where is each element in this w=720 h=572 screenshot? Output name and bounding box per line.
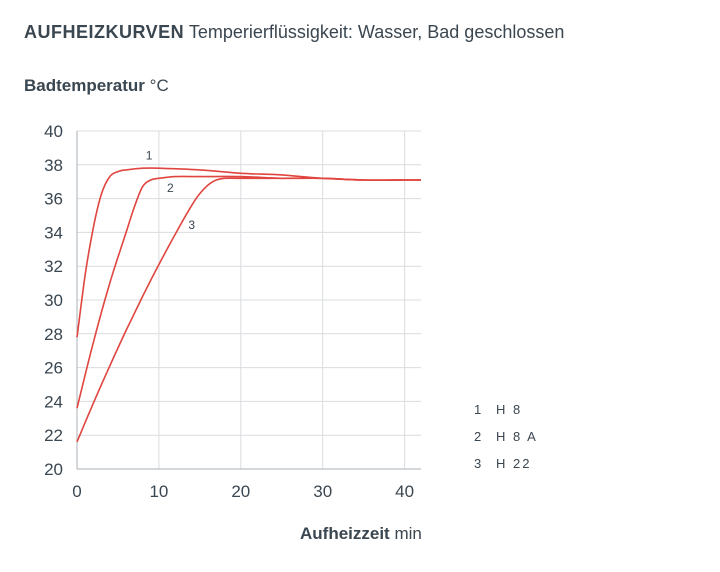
x-axis-unit: min [394,524,422,543]
y-axis-label: Badtemperatur [24,76,145,95]
series-line-1 [76,167,421,338]
x-tick-label: 40 [395,482,414,501]
legend-item: 3 H 22 [474,456,538,483]
legend-item: 2 H 8 A [474,429,538,456]
y-tick-label: 34 [44,223,63,242]
x-tick-label: 10 [149,482,168,501]
y-tick-label: 28 [44,325,63,344]
x-tick-label: 20 [231,482,250,501]
legend-number: 3 [474,456,482,471]
x-axis-label: Aufheizzeit [300,524,390,543]
series-line-3 [76,177,421,443]
y-tick-label: 26 [44,359,63,378]
legend-number: 1 [474,402,482,417]
y-tick-label: 24 [44,392,63,411]
y-tick-label: 40 [44,122,63,141]
y-axis-unit: °C [149,76,169,95]
legend-item: 1 H 8 [474,402,538,429]
y-tick-label: 20 [44,460,63,479]
chart-subtitle: Temperierflüssigkeit: Wasser, Bad geschl… [188,22,565,42]
legend-label: H 8 [496,402,523,417]
legend-label: H 22 [496,456,532,471]
y-tick-label: 36 [44,190,63,209]
chart-title-line: AUFHEIZKURVEN Temperierflüssigkeit: Wass… [24,22,564,43]
x-tick-label: 30 [313,482,332,501]
x-tick-label: 0 [72,482,81,501]
legend-number: 2 [474,429,482,444]
curve-label: 3 [188,218,195,232]
y-tick-label: 38 [44,156,63,175]
chart-title: AUFHEIZKURVEN [24,22,185,42]
y-tick-label: 22 [44,426,63,445]
curve-label: 2 [167,181,174,195]
legend: 1 H 8 2 H 8 A 3 H 22 [474,402,538,483]
y-axis-label-line: Badtemperatur °C [24,76,169,96]
legend-label: H 8 A [496,429,538,444]
series-line-2 [76,175,421,409]
y-tick-label: 30 [44,291,63,310]
y-tick-label: 32 [44,257,63,276]
curve-label: 1 [146,149,153,163]
x-axis-label-line: Aufheizzeit min [300,524,422,544]
